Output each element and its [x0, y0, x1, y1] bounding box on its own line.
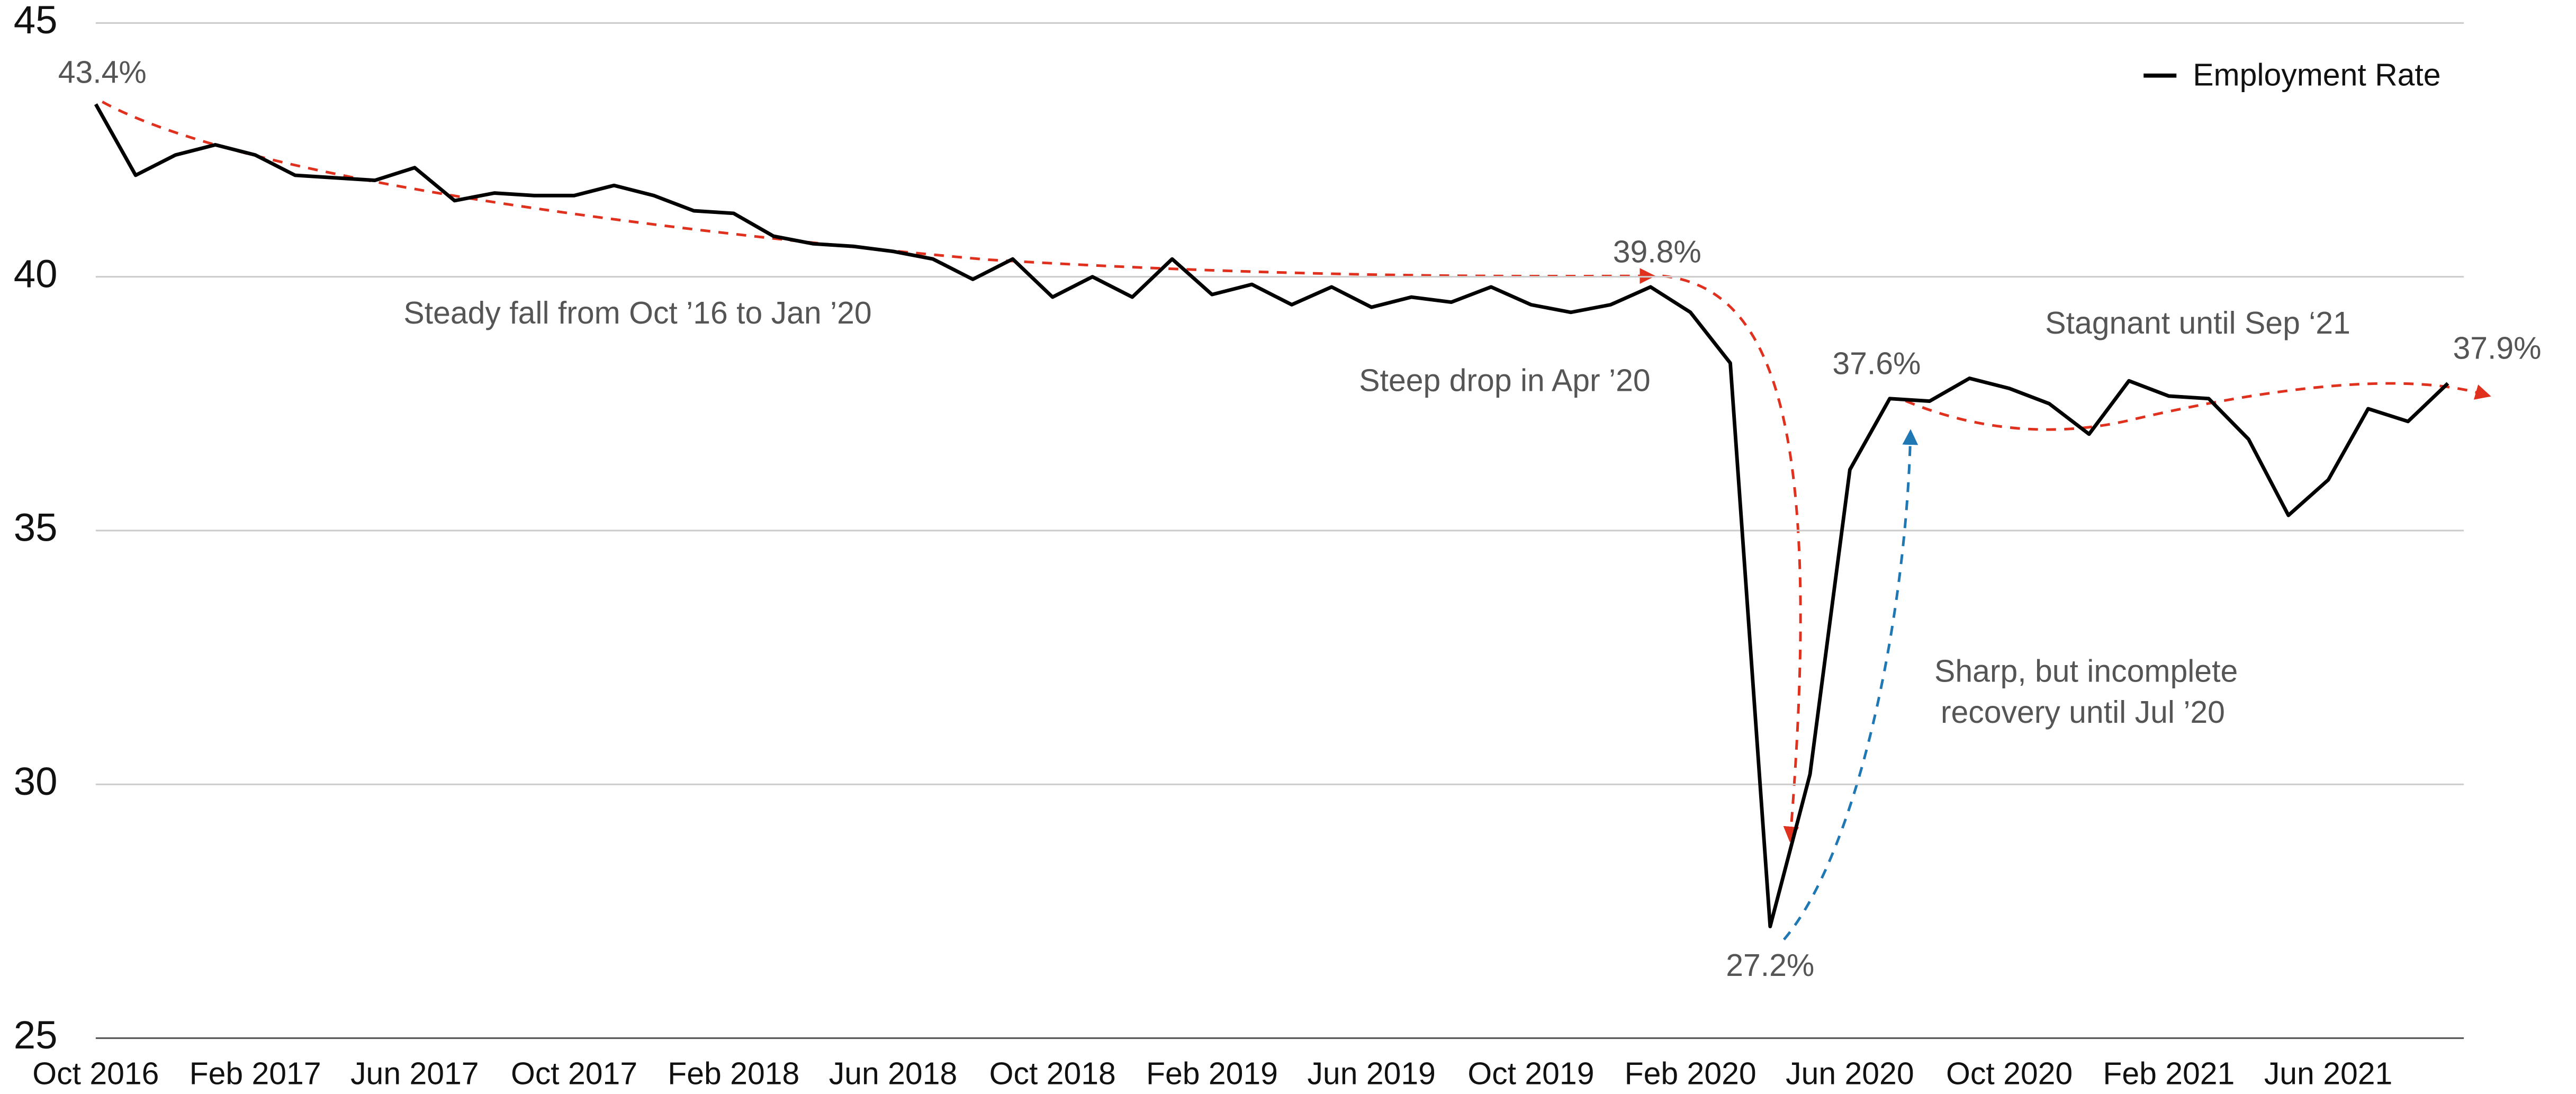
y-tick-label: 40	[14, 252, 58, 295]
stagnant-arrow	[1905, 382, 2491, 431]
x-tick-label: Oct 2018	[989, 1056, 1116, 1091]
x-tick-label: Oct 2019	[1467, 1056, 1594, 1091]
x-tick-label: Jun 2018	[829, 1056, 957, 1091]
x-tick-label: Feb 2018	[668, 1056, 799, 1091]
x-tick-label: Jun 2020	[1786, 1056, 1914, 1091]
annotation: Steady fall from Oct ’16 to Jan ’20	[403, 296, 871, 330]
x-tick-label: Jun 2019	[1307, 1056, 1435, 1091]
annotation: Stagnant until Sep ‘21	[2045, 306, 2350, 340]
data-line	[94, 103, 2449, 929]
x-tick-label: Oct 2020	[1946, 1056, 2073, 1091]
y-tick-label: 35	[14, 506, 58, 550]
y-tick-label: 25	[14, 1013, 58, 1057]
x-tick-label: Oct 2017	[511, 1056, 637, 1091]
y-tick-label: 45	[14, 0, 58, 42]
annotation: Steep drop in Apr ’20	[1359, 363, 1650, 398]
annotation: recovery until Jul ’20	[1941, 695, 2225, 730]
x-tick-label: Oct 2016	[32, 1056, 159, 1091]
recovery-arrow	[1782, 429, 1919, 941]
x-tick-label: Feb 2017	[190, 1056, 321, 1091]
x-tick-label: Feb 2019	[1146, 1056, 1278, 1091]
x-tick-label: Feb 2021	[2103, 1056, 2235, 1091]
legend-label: Employment Rate	[2193, 58, 2440, 92]
data-label: 39.8%	[1613, 235, 1701, 269]
annotation: Sharp, but incomplete	[1934, 654, 2238, 688]
x-tick-label: Jun 2017	[350, 1056, 479, 1091]
y-tick-label: 30	[14, 759, 58, 803]
data-label: 27.2%	[1726, 948, 1814, 983]
drop-arrow	[1662, 274, 1802, 842]
data-label: 37.6%	[1832, 346, 1921, 381]
x-tick-label: Jun 2021	[2264, 1056, 2392, 1091]
data-label: 43.4%	[58, 56, 147, 90]
data-label: 37.9%	[2453, 331, 2542, 366]
x-tick-label: Feb 2020	[1625, 1056, 1757, 1091]
